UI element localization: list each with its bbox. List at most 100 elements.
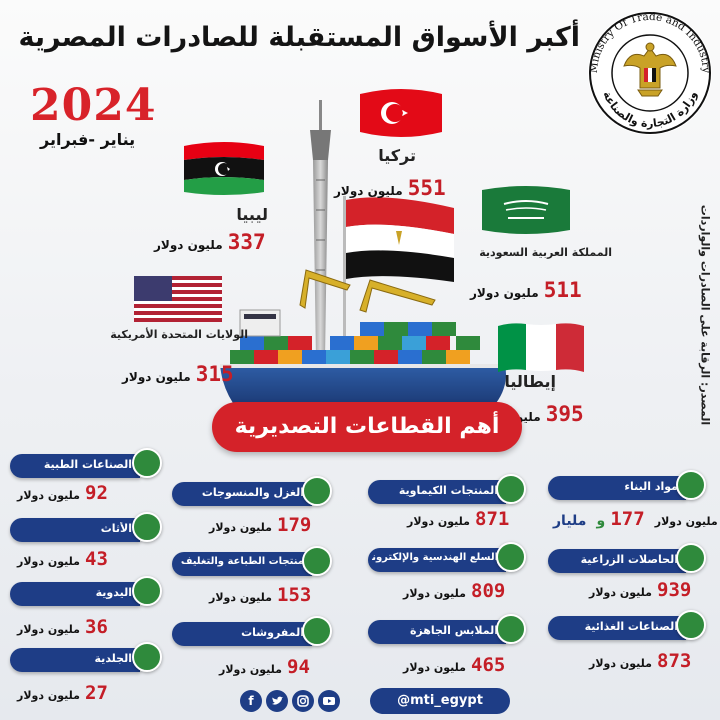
sector-value: مليون دولار 179	[204, 514, 311, 536]
bullet-dot	[132, 576, 162, 606]
sector-number: 36	[85, 616, 108, 638]
sector-name: مواد البناء	[624, 480, 678, 493]
sector-number: 939	[657, 579, 692, 601]
market-number: 337	[227, 230, 266, 254]
ministry-seal-logo: Ministry Of Trade and Industry وزارة الت…	[585, 8, 715, 138]
bullet-dot	[302, 616, 332, 646]
page-title: أكبر الأسواق المستقبلة للصادرات المصرية	[18, 22, 580, 53]
sector-card: المفروشات مليون دولار 94	[172, 616, 334, 678]
sector-number: 27	[85, 682, 108, 704]
sector-value: مليون دولار 939	[584, 579, 691, 601]
sector-number: 873	[657, 650, 692, 672]
market-name-libya: ليبيا	[236, 205, 268, 224]
egypt-flag	[343, 196, 454, 346]
bullet-dot	[496, 542, 526, 572]
bullet-dot	[676, 543, 706, 573]
sector-unit: مليون دولار	[17, 623, 80, 636]
bullet-dot	[302, 476, 332, 506]
social-handle[interactable]: @mti_egypt	[370, 688, 510, 714]
period-label: يناير -فبراير	[40, 130, 136, 149]
sector-number: 809	[471, 580, 506, 602]
sector-number: 94	[287, 656, 310, 678]
market-name-italy: إيطاليا	[504, 372, 556, 391]
sector-value: مليون دولار 809	[398, 580, 505, 602]
saudi-flag	[482, 186, 570, 234]
sector-unit: مليون دولار	[589, 657, 652, 670]
sector-number: 92	[85, 482, 108, 504]
containers	[230, 322, 480, 364]
sector-number: 871	[475, 508, 510, 530]
bullet-dot	[676, 470, 706, 500]
sector-card: مواد البناء مليار و 177 مليون دولار	[548, 470, 718, 530]
sector-name: الملابس الجاهزة	[409, 624, 498, 637]
sector-value: مليون دولار 36	[12, 616, 108, 638]
market-number: 395	[545, 402, 584, 426]
sector-value: مليار و 177 مليون دولار	[548, 508, 718, 530]
market-value-turkey: مليون دولار 551	[330, 176, 446, 200]
sector-name: المنتجات الكيماوية	[398, 484, 498, 497]
sectors-title: أهم القطاعات التصديرية	[234, 414, 500, 439]
bullet-dot	[132, 642, 162, 672]
sector-unit: مليون دولار	[403, 661, 466, 674]
sector-number: 177	[610, 508, 645, 530]
sector-name: السلع الهندسية والإلكترونية	[372, 552, 498, 563]
market-number: 551	[407, 176, 446, 200]
sector-value: مليون دولار 92	[12, 482, 108, 504]
youtube-icon[interactable]	[318, 690, 340, 712]
market-name-turkey: تركيا	[378, 146, 416, 165]
market-number: 315	[195, 362, 234, 386]
bullet-dot	[132, 448, 162, 478]
turkey-flag	[360, 89, 442, 137]
sector-value: مليون دولار 873	[584, 650, 691, 672]
sector-card: الحاصلات الزراعية مليون دولار 939	[548, 543, 708, 603]
sector-name: الجلدية	[94, 652, 132, 665]
bullet-dot	[496, 614, 526, 644]
twitter-icon[interactable]	[266, 690, 288, 712]
sector-unit: مليون دولار	[589, 586, 652, 599]
market-number: 511	[543, 278, 582, 302]
italy-flag	[498, 323, 584, 372]
sector-and: و	[596, 513, 606, 529]
sector-unit: مليون دولار	[403, 587, 466, 600]
sector-name: الغزل والمنسوجات	[201, 486, 304, 499]
sector-card: الملابس الجاهزة مليون دولار 465	[368, 614, 528, 676]
sector-unit: مليون دولار	[209, 591, 272, 604]
sector-value: مليون دولار 465	[398, 654, 505, 676]
facebook-icon[interactable]: f	[240, 690, 262, 712]
sector-name: الأثاث	[100, 522, 132, 535]
sector-card: منتجات الطباعة والتغليف مليون دولار 153	[172, 546, 334, 608]
market-value-saudi: مليون دولار 511	[466, 278, 582, 302]
sectors-banner: أهم القطاعات التصديرية	[212, 402, 522, 452]
ship-scene	[220, 100, 506, 410]
sector-card: الجلدية مليون دولار 27	[10, 642, 162, 704]
market-value-libya: مليون دولار 337	[150, 230, 266, 254]
sector-unit: مليون دولار	[17, 689, 80, 702]
bullet-dot	[676, 610, 706, 640]
sector-name: منتجات الطباعة والتغليف	[180, 556, 304, 567]
sector-card: الصناعات الغذائية مليون دولار 873	[548, 610, 708, 672]
bullet-dot	[302, 546, 332, 576]
sector-unit: مليون دولار	[209, 521, 272, 534]
market-unit: مليون دولار	[334, 184, 403, 198]
sector-unit: مليون دولار	[654, 515, 718, 528]
sector-number: 465	[471, 654, 506, 676]
sector-unit: مليون دولار	[17, 555, 80, 568]
sector-name: الصناعات الطبية	[43, 458, 132, 471]
bullet-dot	[496, 474, 526, 504]
sector-card: المنتجات الكيماوية مليون دولار 871	[368, 474, 528, 534]
sector-value: مليون دولار 94	[214, 656, 310, 678]
market-unit: مليون دولار	[154, 238, 223, 252]
sector-number: 179	[277, 514, 312, 536]
sector-name: الصناعات الغذائية	[584, 620, 678, 633]
sector-value: مليون دولار 43	[12, 548, 108, 570]
market-value-usa: مليون دولار 315	[118, 362, 234, 386]
usa-flag	[134, 276, 222, 322]
source-text: المصدر: الرقابة على الصادرات والواردات	[698, 204, 712, 426]
instagram-icon[interactable]	[292, 690, 314, 712]
bullet-dot	[132, 512, 162, 542]
libya-flag	[184, 142, 264, 195]
sector-name: اليدوية	[95, 586, 132, 599]
sector-card: الصناعات الطبية مليون دولار 92	[10, 448, 162, 508]
sector-number: 43	[85, 548, 108, 570]
